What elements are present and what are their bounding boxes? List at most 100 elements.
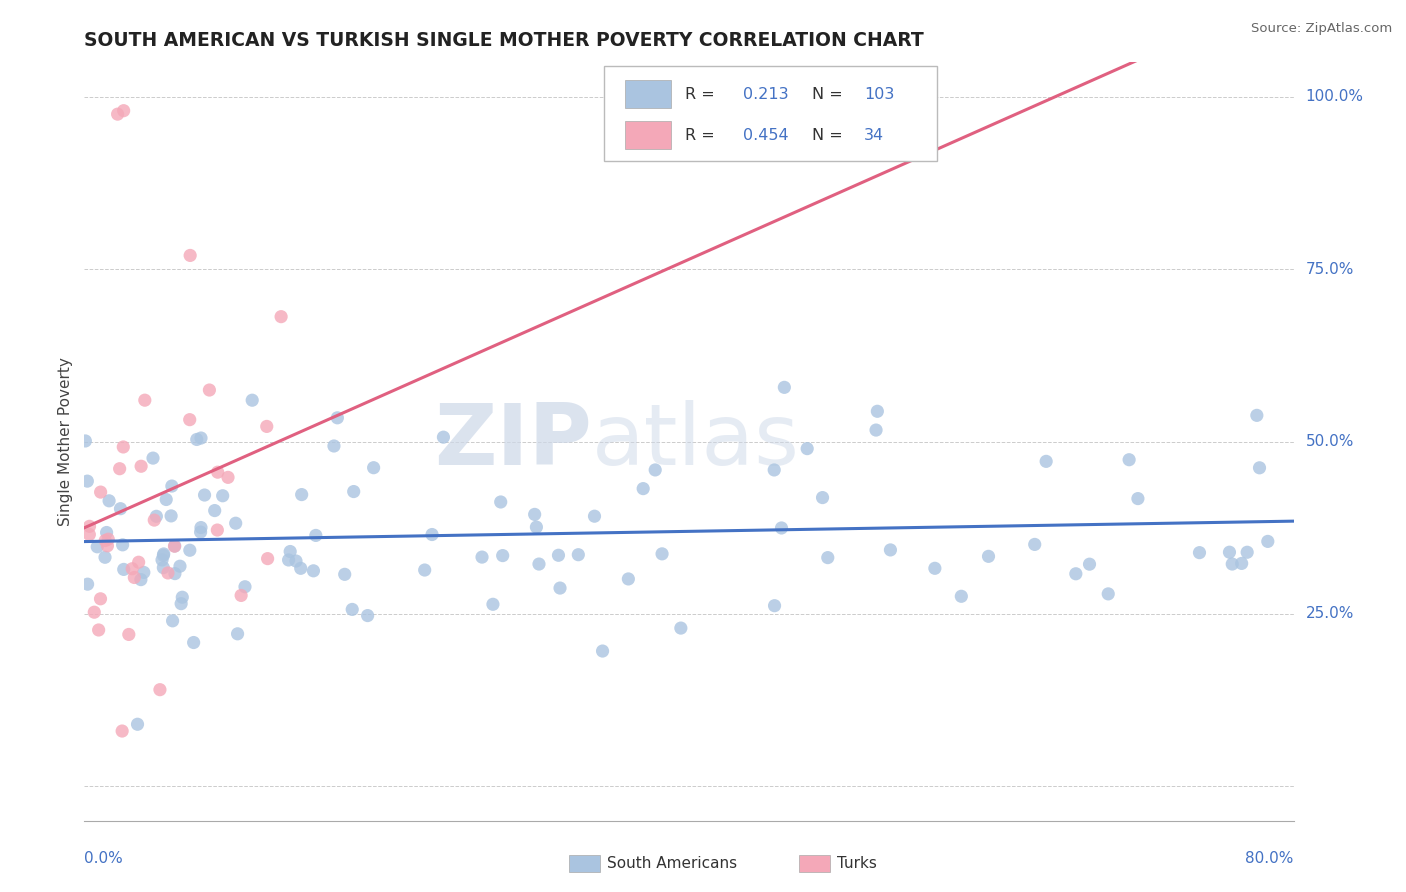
Point [489,495,512,509]
Text: South Americans: South Americans [607,856,738,871]
Point [207,465,229,479]
Point [644,463,666,477]
Point [290,561,312,575]
Point [121,562,143,576]
Point [977,549,1000,564]
Point [1220,557,1243,571]
Point [432,430,454,444]
Point [1236,545,1258,559]
Point [302,564,325,578]
Point [142,451,165,466]
Bar [624,121,671,149]
Point [76,474,98,488]
Point [193,488,215,502]
Point [865,423,887,437]
Point [763,599,786,613]
Point [811,491,834,505]
Point [343,484,366,499]
Point [132,566,155,580]
Text: atlas: atlas [592,400,800,483]
Point [1035,454,1057,468]
Point [160,479,183,493]
Point [256,419,278,434]
Point [107,107,129,121]
Y-axis label: Single Mother Poverty: Single Mother Poverty [58,357,73,526]
Point [583,509,606,524]
Point [817,550,839,565]
Point [482,597,505,611]
Point [110,501,132,516]
Point [924,561,946,575]
Point [94,550,117,565]
Point [190,520,212,534]
Point [124,570,146,584]
Point [129,573,152,587]
Point [170,597,193,611]
Point [226,627,249,641]
Point [773,380,796,394]
Point [149,682,172,697]
Text: 100.0%: 100.0% [1306,89,1364,104]
Text: 103: 103 [865,87,894,102]
Point [118,627,141,641]
Point [763,463,786,477]
Point [163,539,186,553]
Text: Source: ZipAtlas.com: Source: ZipAtlas.com [1251,22,1392,36]
Text: ZIP: ZIP [434,400,592,483]
Point [207,523,229,537]
Point [190,431,212,445]
Point [631,482,654,496]
Point [1257,534,1279,549]
Point [143,513,166,527]
Text: 0.213: 0.213 [744,87,789,102]
Point [152,560,174,574]
Point [326,410,349,425]
Point [76,577,98,591]
Point [83,605,105,619]
Point [179,412,201,426]
Point [152,547,174,561]
Point [211,489,233,503]
Point [163,539,186,553]
Point [413,563,436,577]
Point [1097,587,1119,601]
Point [420,527,443,541]
Point [172,591,194,605]
Point [96,525,118,540]
Point [879,543,901,558]
Point [179,248,201,262]
Point [1078,557,1101,571]
Text: N =: N = [813,87,848,102]
Point [669,621,692,635]
Text: 75.0%: 75.0% [1306,261,1354,277]
Point [198,383,221,397]
Point [186,433,208,447]
Point [150,553,173,567]
Point [342,602,364,616]
Point [163,566,186,581]
Point [240,393,263,408]
Point [291,487,314,501]
Text: 34: 34 [865,128,884,143]
Point [98,493,121,508]
Point [79,527,101,541]
Text: N =: N = [813,128,848,143]
Point [111,724,134,739]
Point [527,557,550,571]
Point [79,519,101,533]
Point [86,540,108,554]
Point [229,589,252,603]
Text: 50.0%: 50.0% [1306,434,1354,449]
Point [87,623,110,637]
Point [256,551,278,566]
Point [567,548,589,562]
Point [523,508,546,522]
Point [97,532,120,546]
Point [285,554,308,568]
Point [129,459,152,474]
Text: R =: R = [685,128,720,143]
Point [1188,546,1211,560]
Point [108,461,131,475]
Point [111,538,134,552]
Point [1118,452,1140,467]
